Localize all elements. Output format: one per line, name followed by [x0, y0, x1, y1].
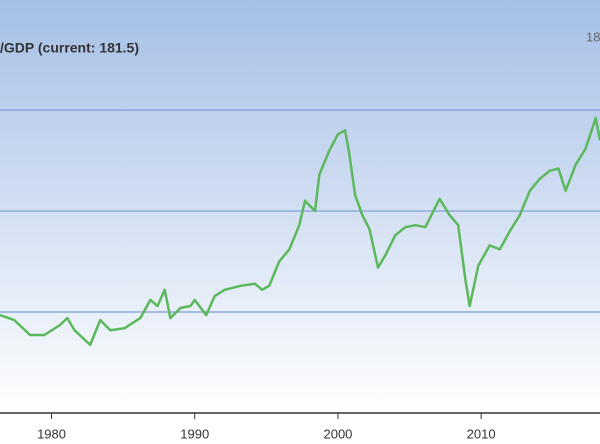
plot-background	[0, 0, 600, 413]
axis-background	[0, 413, 600, 444]
data-line	[0, 116, 600, 347]
x-tick-label: 1980	[37, 426, 66, 441]
x-tick-label: 2010	[467, 426, 496, 441]
x-tick-label: 2000	[323, 426, 352, 441]
chart-title: /GDP (current: 181.5)	[0, 40, 139, 56]
annotation: 18	[586, 29, 600, 44]
x-tick-label: 1990	[180, 426, 209, 441]
